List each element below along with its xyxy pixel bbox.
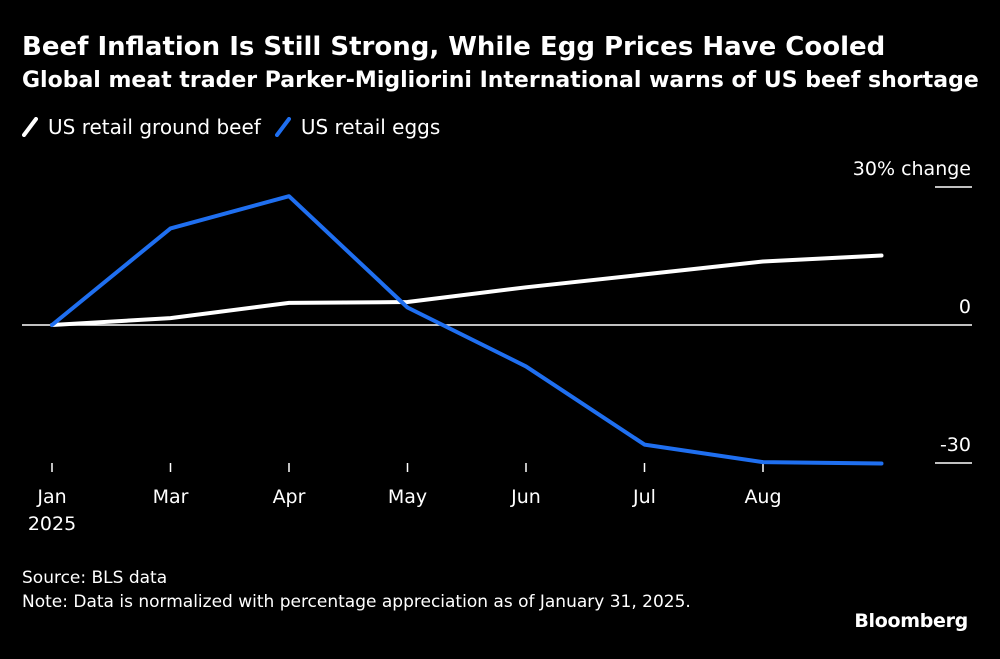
series-group [50,194,884,466]
legend-item-eggs: US retail eggs [274,112,441,142]
legend-swatch-eggs [274,117,291,137]
x-tick-label: Jan [36,486,66,508]
x-tick-sublabel: 2025 [28,513,76,535]
x-tick-label: Jun [510,486,541,508]
legend-label-beef: US retail ground beef [48,115,261,139]
note-text: Note: Data is normalized with percentage… [22,592,691,612]
line-chart: 30% change 0 -30 Jan 2025 Mar Apr May Jun Jul Aug [22,158,972,535]
x-tick-label: Mar [153,486,189,508]
y-tick-label: -30 [940,434,971,456]
x-tick-label: Apr [273,486,306,508]
x-tick-label: May [388,486,427,508]
chart-subtitle: Global meat trader Parker-Migliorini Int… [22,68,979,93]
bloomberg-logo: Bloomberg [854,610,968,632]
legend-item-beef: US retail ground beef [22,112,261,142]
series-line-eggs [50,194,884,466]
series-line-beef [50,253,884,327]
legend-swatch-beef [22,117,38,137]
footer: Source: BLS data Note: Data is normalize… [22,566,742,614]
y-tick-label: 0 [959,296,971,318]
legend-label-eggs: US retail eggs [300,115,441,139]
source-text: Source: BLS data [22,568,168,588]
x-axis: Jan 2025 Mar Apr May Jun Jul Aug [28,463,782,535]
y-axis: 30% change 0 -30 [22,158,972,464]
legend: US retail ground beef US retail eggs [22,112,454,142]
x-tick-label: Jul [632,486,656,508]
x-tick-label: Aug [744,486,781,508]
y-tick-label: 30% change [853,158,971,180]
chart-title: Beef Inflation Is Still Strong, While Eg… [22,32,886,62]
